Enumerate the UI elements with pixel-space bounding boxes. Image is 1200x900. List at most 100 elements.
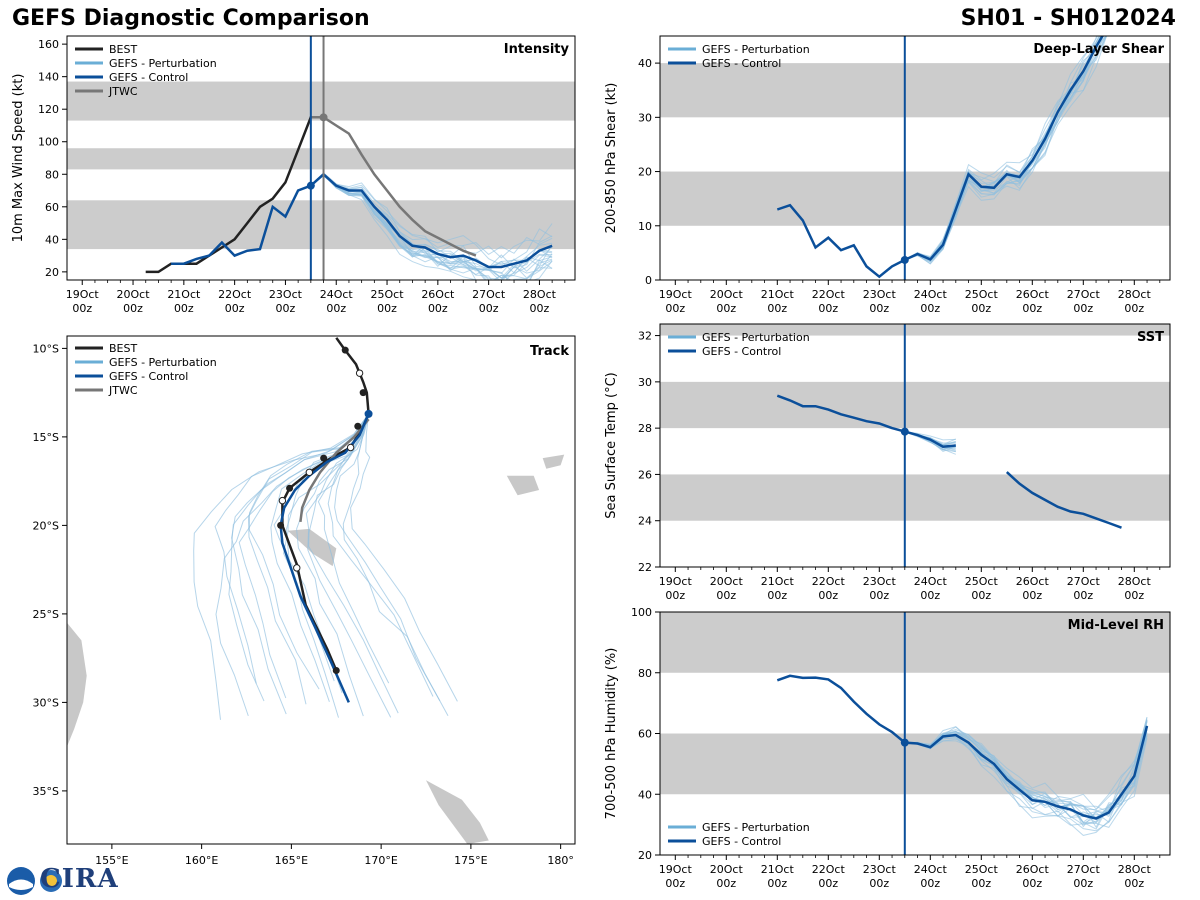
y-tick-label: 100	[38, 136, 59, 149]
threshold-band	[660, 324, 1170, 336]
x-tick-label-hour: 00z	[716, 302, 736, 315]
perturbation-line	[310, 172, 553, 259]
lat-tick-label: 10°S	[33, 342, 59, 355]
jtwc-track	[299, 418, 370, 523]
plot-area	[660, 36, 1170, 280]
x-tick-label-day: 24Oct	[914, 863, 948, 876]
x-tick-label-day: 23Oct	[863, 288, 897, 301]
y-tick-label: 20	[638, 166, 652, 179]
x-tick-label-day: 25Oct	[965, 575, 999, 588]
x-tick-label-hour: 00z	[428, 302, 448, 315]
y-tick-label: 60	[638, 728, 652, 741]
map-area	[67, 337, 565, 844]
lon-tick-label: 160°E	[185, 854, 218, 867]
legend-label: GEFS - Control	[702, 345, 781, 358]
x-tick-label-day: 22Oct	[812, 288, 846, 301]
x-tick-label-hour: 00z	[818, 302, 838, 315]
noaa-logo-icon	[7, 867, 62, 895]
land-polygon	[287, 528, 337, 567]
control-line	[1005, 471, 1122, 529]
panel-sst: 19Oct00z20Oct00z21Oct00z22Oct00z23Oct00z…	[604, 323, 1171, 602]
panel-title: Mid-Level RH	[1068, 618, 1164, 633]
x-tick-label-hour: 00z	[1124, 302, 1144, 315]
x-tick-label-hour: 00z	[869, 877, 889, 890]
perturbation-track	[327, 413, 434, 697]
y-tick-label: 24	[638, 515, 652, 528]
x-tick-label-day: 26Oct	[421, 288, 455, 301]
panel-title: Intensity	[504, 42, 570, 57]
y-tick-label: 22	[638, 561, 652, 574]
x-tick-label-hour: 00z	[920, 302, 940, 315]
best-track-open-marker	[355, 369, 364, 377]
panel-title: SST	[1137, 330, 1164, 345]
x-tick-label-day: 28Oct	[1118, 288, 1152, 301]
legend-label: BEST	[109, 342, 137, 355]
y-tick-label: 30	[638, 376, 652, 389]
legend-label: GEFS - Perturbation	[109, 356, 217, 369]
x-tick-label-day: 24Oct	[914, 575, 948, 588]
threshold-band	[67, 148, 575, 170]
lat-tick-label: 30°S	[33, 696, 59, 709]
legend-label: GEFS - Control	[109, 370, 188, 383]
lat-tick-label: 25°S	[33, 608, 59, 621]
x-tick-label-day: 20Oct	[710, 575, 744, 588]
plot-frame	[66, 335, 576, 845]
y-axis-label: 10m Max Wind Speed (kt)	[11, 74, 26, 243]
land-polygon	[426, 780, 489, 844]
best-track-marker	[341, 346, 349, 354]
x-tick-label-hour: 00z	[225, 302, 245, 315]
x-tick-label-day: 19Oct	[659, 863, 693, 876]
x-tick-label-day: 25Oct	[965, 288, 999, 301]
plot-area	[660, 612, 1170, 855]
x-tick-label-day: 23Oct	[863, 863, 897, 876]
threshold-band	[67, 81, 575, 121]
y-axis-label: 700-500 hPa Humidity (%)	[604, 648, 619, 820]
plot-frame	[659, 35, 1171, 281]
plot-area	[660, 324, 1170, 567]
x-tick-label-hour: 00z	[174, 302, 194, 315]
x-tick-label-day: 25Oct	[371, 288, 405, 301]
control-init-marker	[900, 255, 909, 264]
x-tick-label-day: 22Oct	[812, 863, 846, 876]
best-track-open-marker	[305, 468, 314, 476]
threshold-band	[660, 474, 1170, 521]
x-tick-label-day: 20Oct	[710, 288, 744, 301]
x-tick-label-hour: 00z	[1124, 589, 1144, 602]
legend-label: GEFS - Perturbation	[702, 43, 810, 56]
x-tick-label-day: 23Oct	[269, 288, 303, 301]
y-tick-label: 80	[45, 168, 59, 181]
legend-label: GEFS - Control	[702, 57, 781, 70]
x-tick-label-hour: 00z	[869, 589, 889, 602]
x-tick-label-day: 25Oct	[965, 863, 999, 876]
y-tick-label: 100	[631, 606, 652, 619]
perturbation-track	[231, 413, 370, 715]
lat-tick-label: 15°S	[33, 431, 59, 444]
x-tick-label-hour: 00z	[920, 877, 940, 890]
x-tick-label-day: 27Oct	[1067, 288, 1101, 301]
x-tick-label-hour: 00z	[1073, 302, 1093, 315]
y-tick-label: 20	[638, 849, 652, 862]
best-track-marker	[286, 484, 294, 492]
x-tick-label-day: 27Oct	[1067, 575, 1101, 588]
y-tick-label: 40	[638, 57, 652, 70]
x-tick-label-day: 28Oct	[523, 288, 557, 301]
threshold-band	[660, 171, 1170, 226]
y-tick-label: 80	[638, 667, 652, 680]
x-tick-label-day: 20Oct	[117, 288, 151, 301]
lon-tick-label: 165°E	[275, 854, 308, 867]
plot-frame	[66, 35, 576, 281]
jtwc-init-marker	[319, 113, 328, 122]
y-tick-label: 120	[38, 103, 59, 116]
y-tick-label: 26	[638, 468, 652, 481]
x-tick-label-day: 23Oct	[863, 575, 897, 588]
x-tick-label-day: 27Oct	[1067, 863, 1101, 876]
x-tick-label-day: 22Oct	[812, 575, 846, 588]
x-tick-label-hour: 00z	[326, 302, 346, 315]
perturbation-line	[904, 729, 1148, 836]
cira-logo: CIRA	[40, 864, 119, 894]
x-tick-label-day: 21Oct	[761, 863, 795, 876]
y-tick-label: 10	[638, 220, 652, 233]
legend-label: GEFS - Control	[109, 71, 188, 84]
x-tick-label-hour: 00z	[971, 877, 991, 890]
